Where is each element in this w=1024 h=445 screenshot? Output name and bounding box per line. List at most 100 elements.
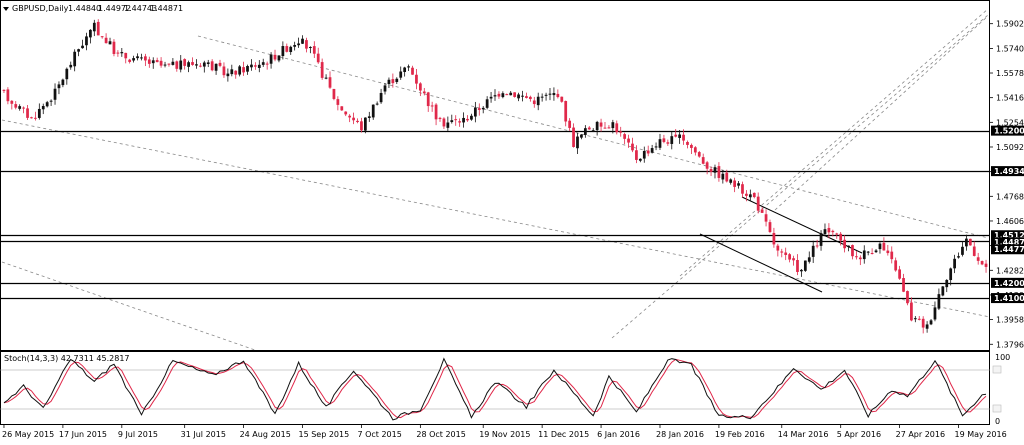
candle-body [851, 245, 854, 257]
candle-body [517, 94, 520, 99]
candle-body [163, 64, 167, 66]
price-tag-label: 1.44777 [994, 245, 1024, 254]
candle-body [426, 92, 430, 107]
candle-body [682, 134, 685, 141]
candle-body [552, 93, 556, 96]
candle-body [473, 107, 477, 117]
candle-body [733, 180, 737, 187]
candle-body [230, 69, 234, 75]
candle-body [269, 54, 273, 64]
date-axis-label: 7 Oct 2015 [357, 430, 401, 439]
candle-body [674, 134, 678, 137]
candle-body [477, 108, 481, 110]
candle-body [199, 65, 202, 67]
candle-body [96, 21, 100, 36]
price-tag-label: 1.44871 [994, 238, 1024, 247]
candle-body [843, 239, 846, 249]
candle-body [450, 120, 454, 123]
candle-body [371, 104, 375, 118]
candle-body [525, 96, 528, 98]
candle-body [764, 214, 768, 222]
candle-body [277, 55, 281, 61]
candle-body [886, 250, 890, 254]
candle-body [902, 278, 905, 292]
stoch-level-marker-20[interactable] [992, 404, 1002, 413]
candle-body [792, 258, 795, 261]
triangle-down-icon[interactable] [3, 7, 9, 11]
trendline-dashed [679, 8, 989, 277]
candle-body [823, 229, 827, 235]
candle-body [729, 179, 733, 183]
candle-body [100, 36, 104, 38]
candle-body [894, 260, 898, 271]
candle-body [53, 88, 57, 100]
price-tags: 1.52000 1.49340 1.451271.448711.44777 1.420… [991, 125, 1024, 304]
candle-body [595, 121, 599, 131]
price-tag-box [991, 166, 1024, 177]
candle-body [403, 67, 407, 73]
candle-body [395, 78, 399, 82]
candle-body [623, 134, 627, 139]
candle-body [784, 252, 788, 255]
candle-body [320, 62, 324, 78]
candle-body [147, 59, 151, 64]
stoch-signal-line [3, 358, 987, 419]
candle-body [297, 43, 300, 46]
stoch-main-line [3, 357, 987, 421]
candle-body [796, 259, 799, 272]
candle-body [965, 238, 968, 247]
main-pane-border [0, 0, 990, 351]
candle-body [289, 46, 293, 53]
candle-body [642, 150, 646, 159]
candle-body [760, 209, 764, 213]
candle-body [430, 105, 434, 107]
candle-body [949, 268, 953, 281]
candle-body [953, 258, 956, 269]
date-axis-label: 15 Sep 2015 [299, 430, 350, 439]
candle-body [387, 79, 391, 85]
price-axis-label: 1.59025 [996, 20, 1024, 29]
candle-body [348, 115, 352, 118]
candle-body [458, 121, 462, 123]
candle-body [489, 96, 493, 99]
candle-body [175, 61, 179, 69]
candle-body [257, 64, 261, 68]
price-axis-label: 1.57400 [996, 44, 1024, 53]
candle-body [800, 269, 803, 272]
date-axis-label: 28 Jan 2016 [656, 430, 704, 439]
candle-body [933, 307, 937, 320]
stoch-level-marker-80[interactable] [992, 365, 1002, 374]
date-axis-label: 5 Apr 2016 [837, 430, 881, 439]
candle-body [666, 142, 670, 144]
candle-body [513, 92, 517, 97]
candle-body [481, 107, 485, 110]
candle-body [316, 53, 320, 63]
stoch-axis-label: 0 [995, 417, 1000, 426]
candle-body [37, 108, 41, 118]
candle-body [968, 238, 972, 246]
candle-body [882, 242, 886, 251]
candle-body [422, 91, 426, 94]
candle-body [187, 62, 190, 67]
candle-body [242, 67, 245, 73]
candle-body [253, 65, 257, 67]
candle-body [855, 256, 858, 258]
candle-body [972, 246, 976, 256]
candle-body [183, 59, 187, 66]
trendline-dashed [197, 35, 989, 239]
candle-body [980, 261, 984, 265]
candle-body [788, 254, 791, 260]
candle-body [485, 99, 489, 108]
candle-body [650, 148, 654, 153]
candle-body [136, 56, 139, 59]
candle-body [678, 134, 682, 138]
candle-body [745, 193, 748, 196]
candle-body [308, 46, 312, 48]
candle-body [434, 104, 438, 120]
candle-body [580, 134, 583, 138]
candle-body [870, 253, 874, 255]
date-axis-label: 9 Jul 2015 [118, 430, 158, 439]
candle-body [375, 103, 379, 105]
candle-body [776, 245, 780, 251]
